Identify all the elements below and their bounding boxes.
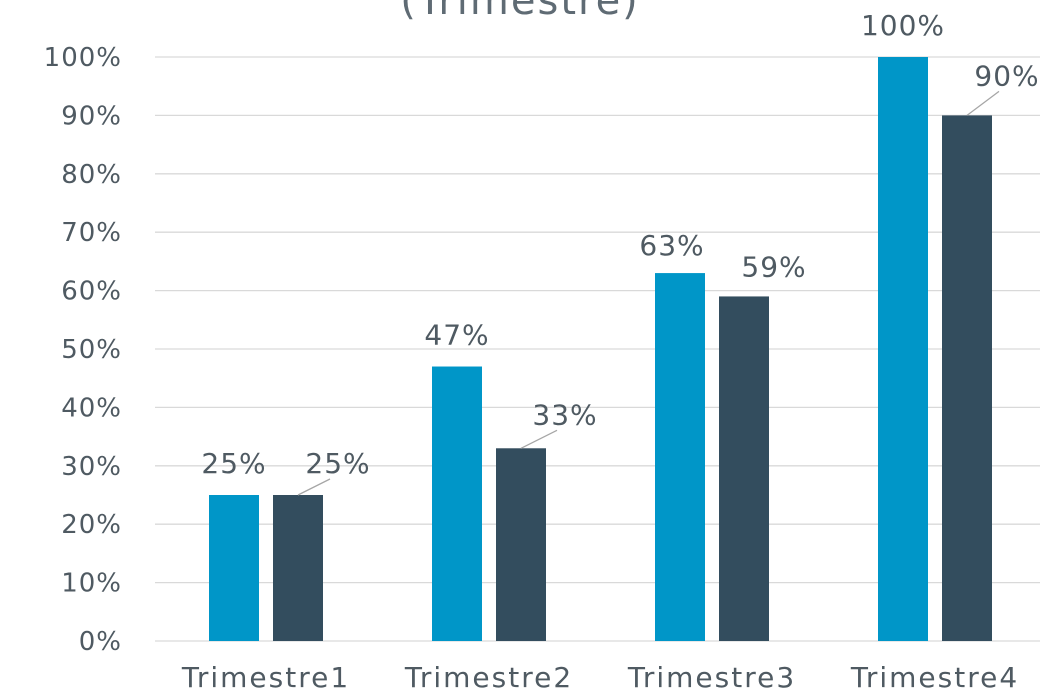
bars (209, 57, 992, 641)
x-axis-categories: Trimestre1 Trimestre2 Trimestre3 Trimestre4 (181, 661, 1019, 694)
y-tick-label-90: 90% (61, 101, 122, 131)
data-label-trimestre1-series-1: 25% (201, 447, 266, 480)
data-label-trimestre2-series-2: 33% (532, 398, 597, 431)
data-label-trimestre1-series-2: 25% (305, 447, 370, 480)
y-tick-label-70: 70% (61, 218, 122, 248)
bar-trimestre1-series-1 (209, 495, 259, 641)
bar-trimestre1-series-2 (273, 495, 323, 641)
data-label-trimestre3-series-2: 59% (741, 250, 806, 283)
bar-trimestre4-series-1 (878, 57, 928, 641)
x-category-label-trimestre3: Trimestre3 (627, 661, 796, 694)
y-tick-label-10: 10% (61, 569, 122, 599)
y-tick-label-60: 60% (61, 277, 122, 307)
data-label-trimestre2-series-1: 47% (424, 319, 489, 352)
bar-trimestre2-series-1 (432, 366, 482, 641)
leader-line-trimestre2-series-2 (520, 429, 558, 449)
y-tick-label-30: 30% (61, 452, 122, 482)
x-category-label-trimestre4: Trimestre4 (850, 661, 1019, 694)
y-tick-label-40: 40% (61, 393, 122, 423)
leader-line-trimestre1-series-2 (297, 478, 331, 496)
bar-trimestre4-series-2 (942, 115, 992, 641)
x-category-label-trimestre1: Trimestre1 (181, 661, 350, 694)
y-tick-label-80: 80% (61, 160, 122, 190)
y-tick-label-50: 50% (61, 335, 122, 365)
bar-trimestre3-series-1 (655, 273, 705, 641)
data-label-trimestre4-series-1: 100% (861, 9, 945, 42)
data-label-trimestre4-series-2: 90% (974, 59, 1039, 92)
y-tick-label-20: 20% (61, 510, 122, 540)
bar-trimestre2-series-2 (496, 448, 546, 641)
x-category-label-trimestre2: Trimestre2 (404, 661, 573, 694)
data-label-trimestre3-series-1: 63% (639, 229, 704, 262)
y-tick-label-100: 100% (44, 43, 122, 73)
leader-line-trimestre4-series-2 (966, 90, 1000, 116)
y-tick-label-0: 0% (79, 627, 122, 657)
bar-trimestre3-series-2 (719, 296, 769, 641)
data-labels: 25% 25% 47% 33% 63% 59% 100% 90% (201, 9, 1039, 496)
y-axis-ticks: 0% 10% 20% 30% 40% 50% 60% 70% 80% 90% 100% (44, 43, 122, 657)
chart-title: (Trimestre) (400, 0, 640, 24)
